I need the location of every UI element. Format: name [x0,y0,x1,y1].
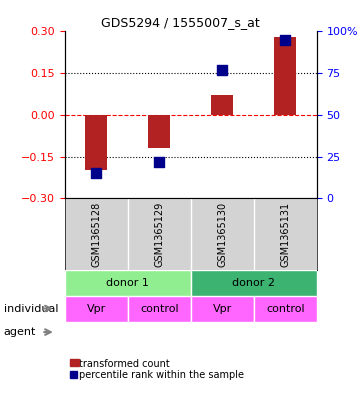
Point [219,67,225,73]
FancyBboxPatch shape [65,296,128,322]
Bar [148,115,170,148]
FancyBboxPatch shape [191,270,317,296]
Text: transformed count: transformed count [79,358,170,369]
Point [156,158,162,165]
Text: Vpr: Vpr [213,304,232,314]
Text: GSM1365130: GSM1365130 [217,202,227,266]
Text: Vpr: Vpr [87,304,106,314]
Text: donor 2: donor 2 [232,278,275,288]
Point [282,37,288,43]
Bar [70,371,77,378]
Text: donor 1: donor 1 [106,278,149,288]
Point [93,170,99,176]
Text: individual: individual [4,303,58,314]
Text: control: control [140,304,179,314]
Bar [85,115,107,171]
Text: GSM1365129: GSM1365129 [154,202,164,267]
Text: GSM1365128: GSM1365128 [91,202,101,267]
Text: percentile rank within the sample: percentile rank within the sample [79,370,244,380]
Text: agent: agent [4,327,36,337]
FancyBboxPatch shape [128,296,191,322]
FancyBboxPatch shape [65,270,191,296]
Bar [274,37,296,115]
Text: GDS5294 / 1555007_s_at: GDS5294 / 1555007_s_at [101,16,259,29]
FancyBboxPatch shape [254,296,317,322]
Text: GSM1365131: GSM1365131 [280,202,290,266]
Bar [211,95,233,115]
Bar [70,359,79,366]
FancyBboxPatch shape [191,296,254,322]
Text: control: control [266,304,305,314]
